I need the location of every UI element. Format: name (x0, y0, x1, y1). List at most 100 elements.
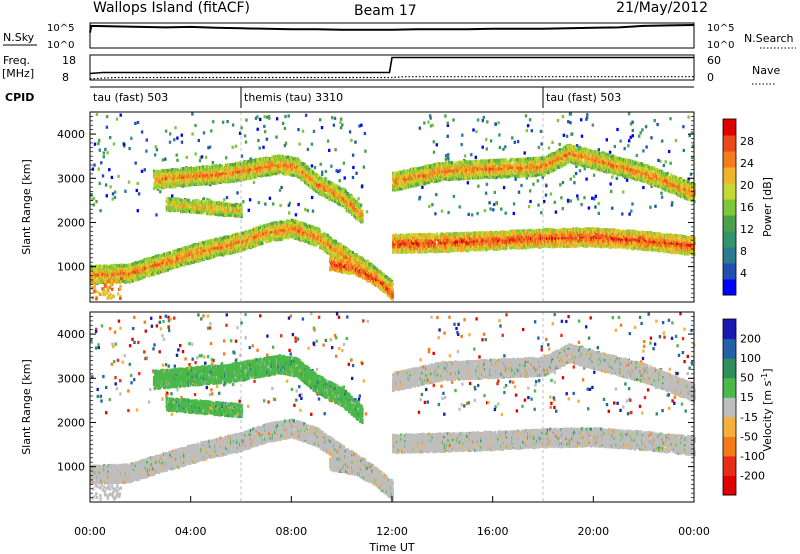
band-cell (349, 250, 352, 254)
scatter-cell (324, 169, 328, 174)
scatter-cell (609, 182, 612, 186)
band-cell (181, 257, 185, 261)
band-cell (261, 233, 264, 237)
band-cell (361, 218, 364, 222)
band-cell (240, 244, 243, 248)
scatter-cell (690, 156, 694, 160)
scatter-cell (471, 213, 474, 217)
band-cell (90, 273, 93, 277)
scatter-cell (547, 146, 551, 150)
scatter-cell (350, 138, 353, 142)
scatter-cell (526, 124, 530, 128)
scatter-cell (137, 192, 141, 196)
scatter-cell (512, 211, 515, 216)
band-cell (261, 241, 264, 246)
scatter-cell (97, 142, 100, 146)
band-cell (247, 159, 250, 164)
scatter-cell (660, 195, 664, 199)
band-cell (206, 246, 209, 250)
band-cell (326, 245, 329, 249)
band-cell (208, 244, 212, 248)
band-cell (115, 269, 119, 273)
band-cell (157, 185, 160, 189)
band-cell (314, 232, 317, 236)
band-cell (293, 232, 296, 236)
scatter-cell (466, 181, 469, 185)
scatter-cell (140, 130, 144, 134)
scatter-cell (561, 115, 565, 119)
scatter-cell (569, 199, 572, 203)
band-cell (160, 255, 163, 260)
band-cell (90, 275, 93, 279)
scatter-cell (444, 114, 447, 118)
scatter-cell (263, 115, 266, 119)
scatter-cell (616, 127, 619, 132)
band-cell (330, 246, 333, 250)
scatter-cell (592, 173, 596, 177)
scatter-cell (556, 119, 560, 123)
band-cell (222, 252, 226, 256)
band-cell (149, 269, 152, 274)
band-cell (315, 230, 319, 234)
scatter-cell (98, 148, 101, 152)
scatter-cell (268, 196, 272, 200)
scatter-cell (483, 209, 487, 213)
scatter-cell (234, 144, 238, 148)
band-cell (237, 243, 240, 247)
scatter-cell (664, 160, 667, 164)
scatter-cell (334, 148, 337, 152)
scatter-cell (434, 212, 437, 216)
noise-right-tick-top: 10^5 (707, 23, 734, 34)
scatter-cell (553, 200, 556, 204)
scatter-cell (328, 148, 331, 152)
band-cell (380, 287, 383, 291)
scatter-cell (597, 202, 600, 206)
scatter-cell (629, 135, 632, 139)
scatter-cell (661, 139, 664, 143)
scatter-cell (615, 176, 618, 180)
band-cell (391, 281, 394, 285)
band-cell (293, 227, 296, 231)
scatter-cell (335, 169, 338, 173)
band-cell (256, 237, 260, 241)
band-cell (129, 279, 132, 283)
scatter-cell (204, 155, 208, 159)
band-cell (165, 265, 168, 269)
band-cell (306, 237, 309, 241)
band-cell (157, 265, 160, 269)
scatter-cell (257, 138, 260, 143)
scatter-cell (431, 123, 434, 127)
band-cell (230, 237, 234, 241)
scatter-cell (575, 164, 578, 169)
band-cell (128, 263, 131, 267)
scatter-cell (580, 118, 583, 122)
scatter-cell (294, 213, 298, 217)
band-cell (361, 213, 364, 217)
band-cell (159, 170, 162, 174)
scatter-cell (460, 143, 463, 147)
scatter-cell (418, 126, 421, 130)
scatter-cell (194, 123, 197, 128)
scatter-cell (549, 192, 553, 196)
band-cell (132, 263, 135, 267)
band-cell (318, 240, 321, 244)
scatter-cell (333, 116, 337, 120)
band-cell (245, 241, 248, 245)
scatter-cell (671, 201, 674, 205)
band-cell (190, 260, 193, 264)
band-cell (146, 273, 149, 277)
band-cell (134, 275, 137, 279)
scatter-cell (470, 153, 473, 157)
band-cell (225, 235, 229, 239)
scatter-cell (265, 137, 269, 141)
scatter-cell (674, 139, 678, 143)
band-cell (161, 261, 165, 265)
band-cell (334, 250, 337, 254)
scatter-cell (112, 142, 116, 146)
scatter-cell (591, 123, 594, 127)
band-cell (224, 249, 227, 253)
band-cell (334, 243, 338, 247)
scatter-cell (104, 147, 107, 151)
band-cell (125, 280, 128, 284)
scatter-cell (180, 140, 184, 144)
